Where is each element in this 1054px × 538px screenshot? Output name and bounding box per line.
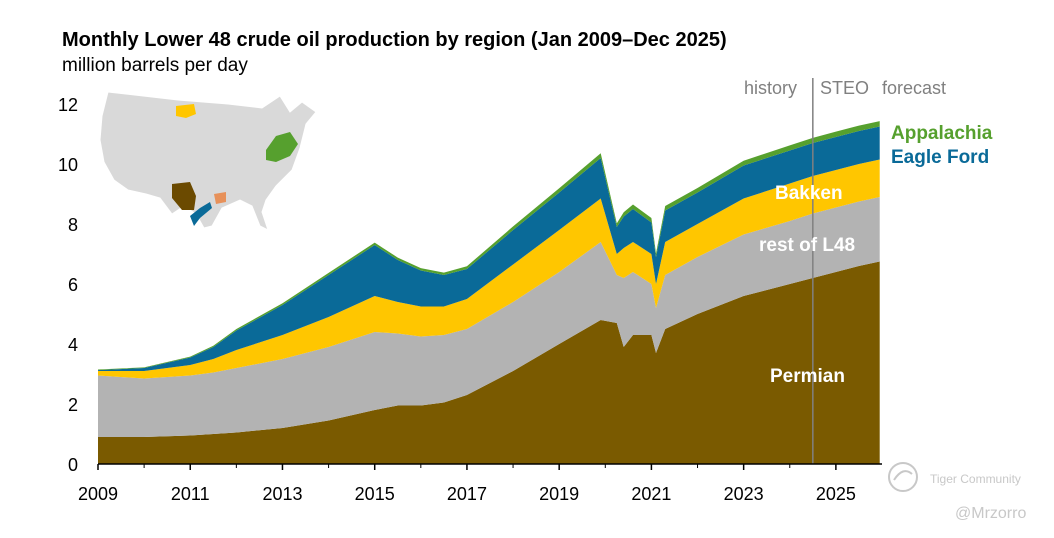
steo-label: STEO	[820, 78, 869, 98]
stacked-areas	[98, 121, 880, 464]
chart-subtitle: million barrels per day	[62, 55, 248, 76]
x-tick-label: 2019	[539, 484, 579, 504]
x-tick-label: 2009	[78, 484, 118, 504]
label-eagle-ford: Eagle Ford	[891, 147, 989, 168]
x-tick-label: 2011	[171, 484, 210, 504]
chart-title: Monthly Lower 48 crude oil production by…	[62, 29, 727, 51]
x-tick-label: 2021	[631, 484, 671, 504]
y-tick-label: 2	[68, 395, 78, 415]
y-tick-label: 6	[68, 275, 78, 295]
y-tick-label: 8	[68, 215, 78, 235]
label-permian: Permian	[770, 366, 845, 387]
map-permian-region	[172, 182, 196, 210]
label-appalachia: Appalachia	[891, 123, 993, 144]
forecast-label: forecast	[882, 78, 946, 98]
area-rest-of-l48	[98, 197, 880, 437]
label-bakken: Bakken	[775, 183, 843, 204]
watermark-name: Tiger Community	[930, 472, 1021, 486]
area-appalachia	[98, 121, 880, 371]
x-ticks: 2009 2011 2013 2015 2017 2019 2021 2023 2025	[78, 464, 856, 504]
forecast-divider: history STEO forecast	[744, 78, 946, 464]
y-tick-label: 10	[58, 155, 78, 175]
area-permian	[98, 261, 880, 464]
area-eagle-ford	[98, 126, 880, 371]
x-tick-label: 2015	[355, 484, 395, 504]
x-tick-label: 2025	[816, 484, 856, 504]
watermark-handle: @Mrzorro	[955, 505, 1027, 522]
tiger-logo-icon	[888, 462, 918, 492]
map-appalachia-region	[266, 132, 298, 162]
y-ticks: 0 2 4 6 8 10 12	[58, 95, 78, 475]
x-tick-label: 2017	[447, 484, 487, 504]
area-bakken	[98, 159, 880, 379]
map-bakken-region	[176, 104, 196, 118]
y-tick-label: 12	[58, 95, 78, 115]
y-tick-label: 0	[68, 455, 78, 475]
history-label: history	[744, 78, 797, 98]
axes: 2009 2011 2013 2015 2017 2019 2021 2023 2025 0 2 4…	[58, 95, 882, 504]
us-map-outline	[99, 91, 317, 231]
us-region-map	[99, 91, 317, 231]
map-haynesville-region	[214, 192, 226, 204]
series-labels: Appalachia Eagle Ford Bakken rest of L48…	[759, 123, 993, 387]
map-eagle-ford-region	[190, 202, 212, 226]
y-tick-label: 4	[68, 335, 78, 355]
label-rest-of-l48: rest of L48	[759, 235, 855, 256]
x-tick-label: 2023	[724, 484, 764, 504]
x-tick-label: 2013	[262, 484, 302, 504]
